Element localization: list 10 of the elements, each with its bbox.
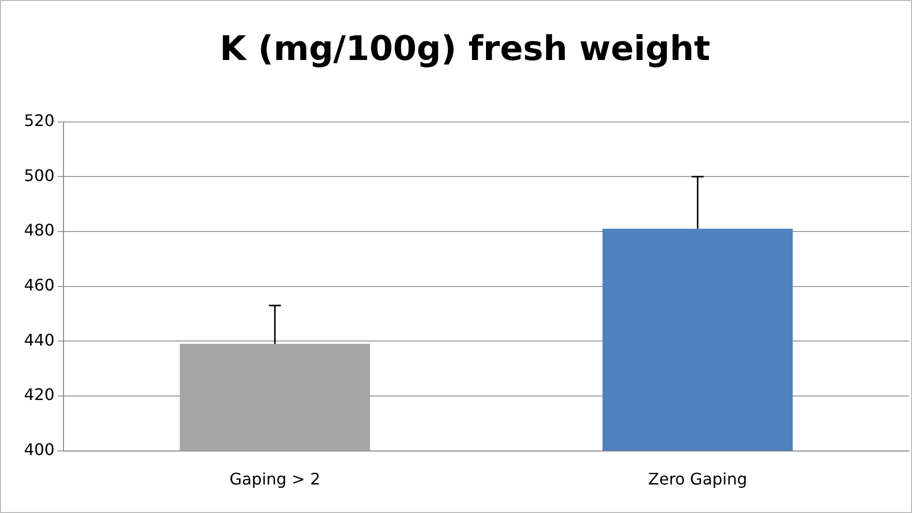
x-tick-label: Gaping > 2 bbox=[229, 470, 320, 489]
y-tick-label: 460 bbox=[24, 275, 55, 294]
y-tick-label: 440 bbox=[24, 330, 55, 350]
y-tick-label: 520 bbox=[24, 110, 55, 130]
y-tick-label: 400 bbox=[24, 440, 55, 459]
y-tick-label: 500 bbox=[24, 166, 55, 185]
y-tick-label: 480 bbox=[24, 220, 55, 240]
x-tick-label: Zero Gaping bbox=[648, 470, 748, 489]
y-tick-label: 420 bbox=[24, 385, 55, 404]
chart-title: K (mg/100g) fresh weight bbox=[220, 29, 710, 70]
